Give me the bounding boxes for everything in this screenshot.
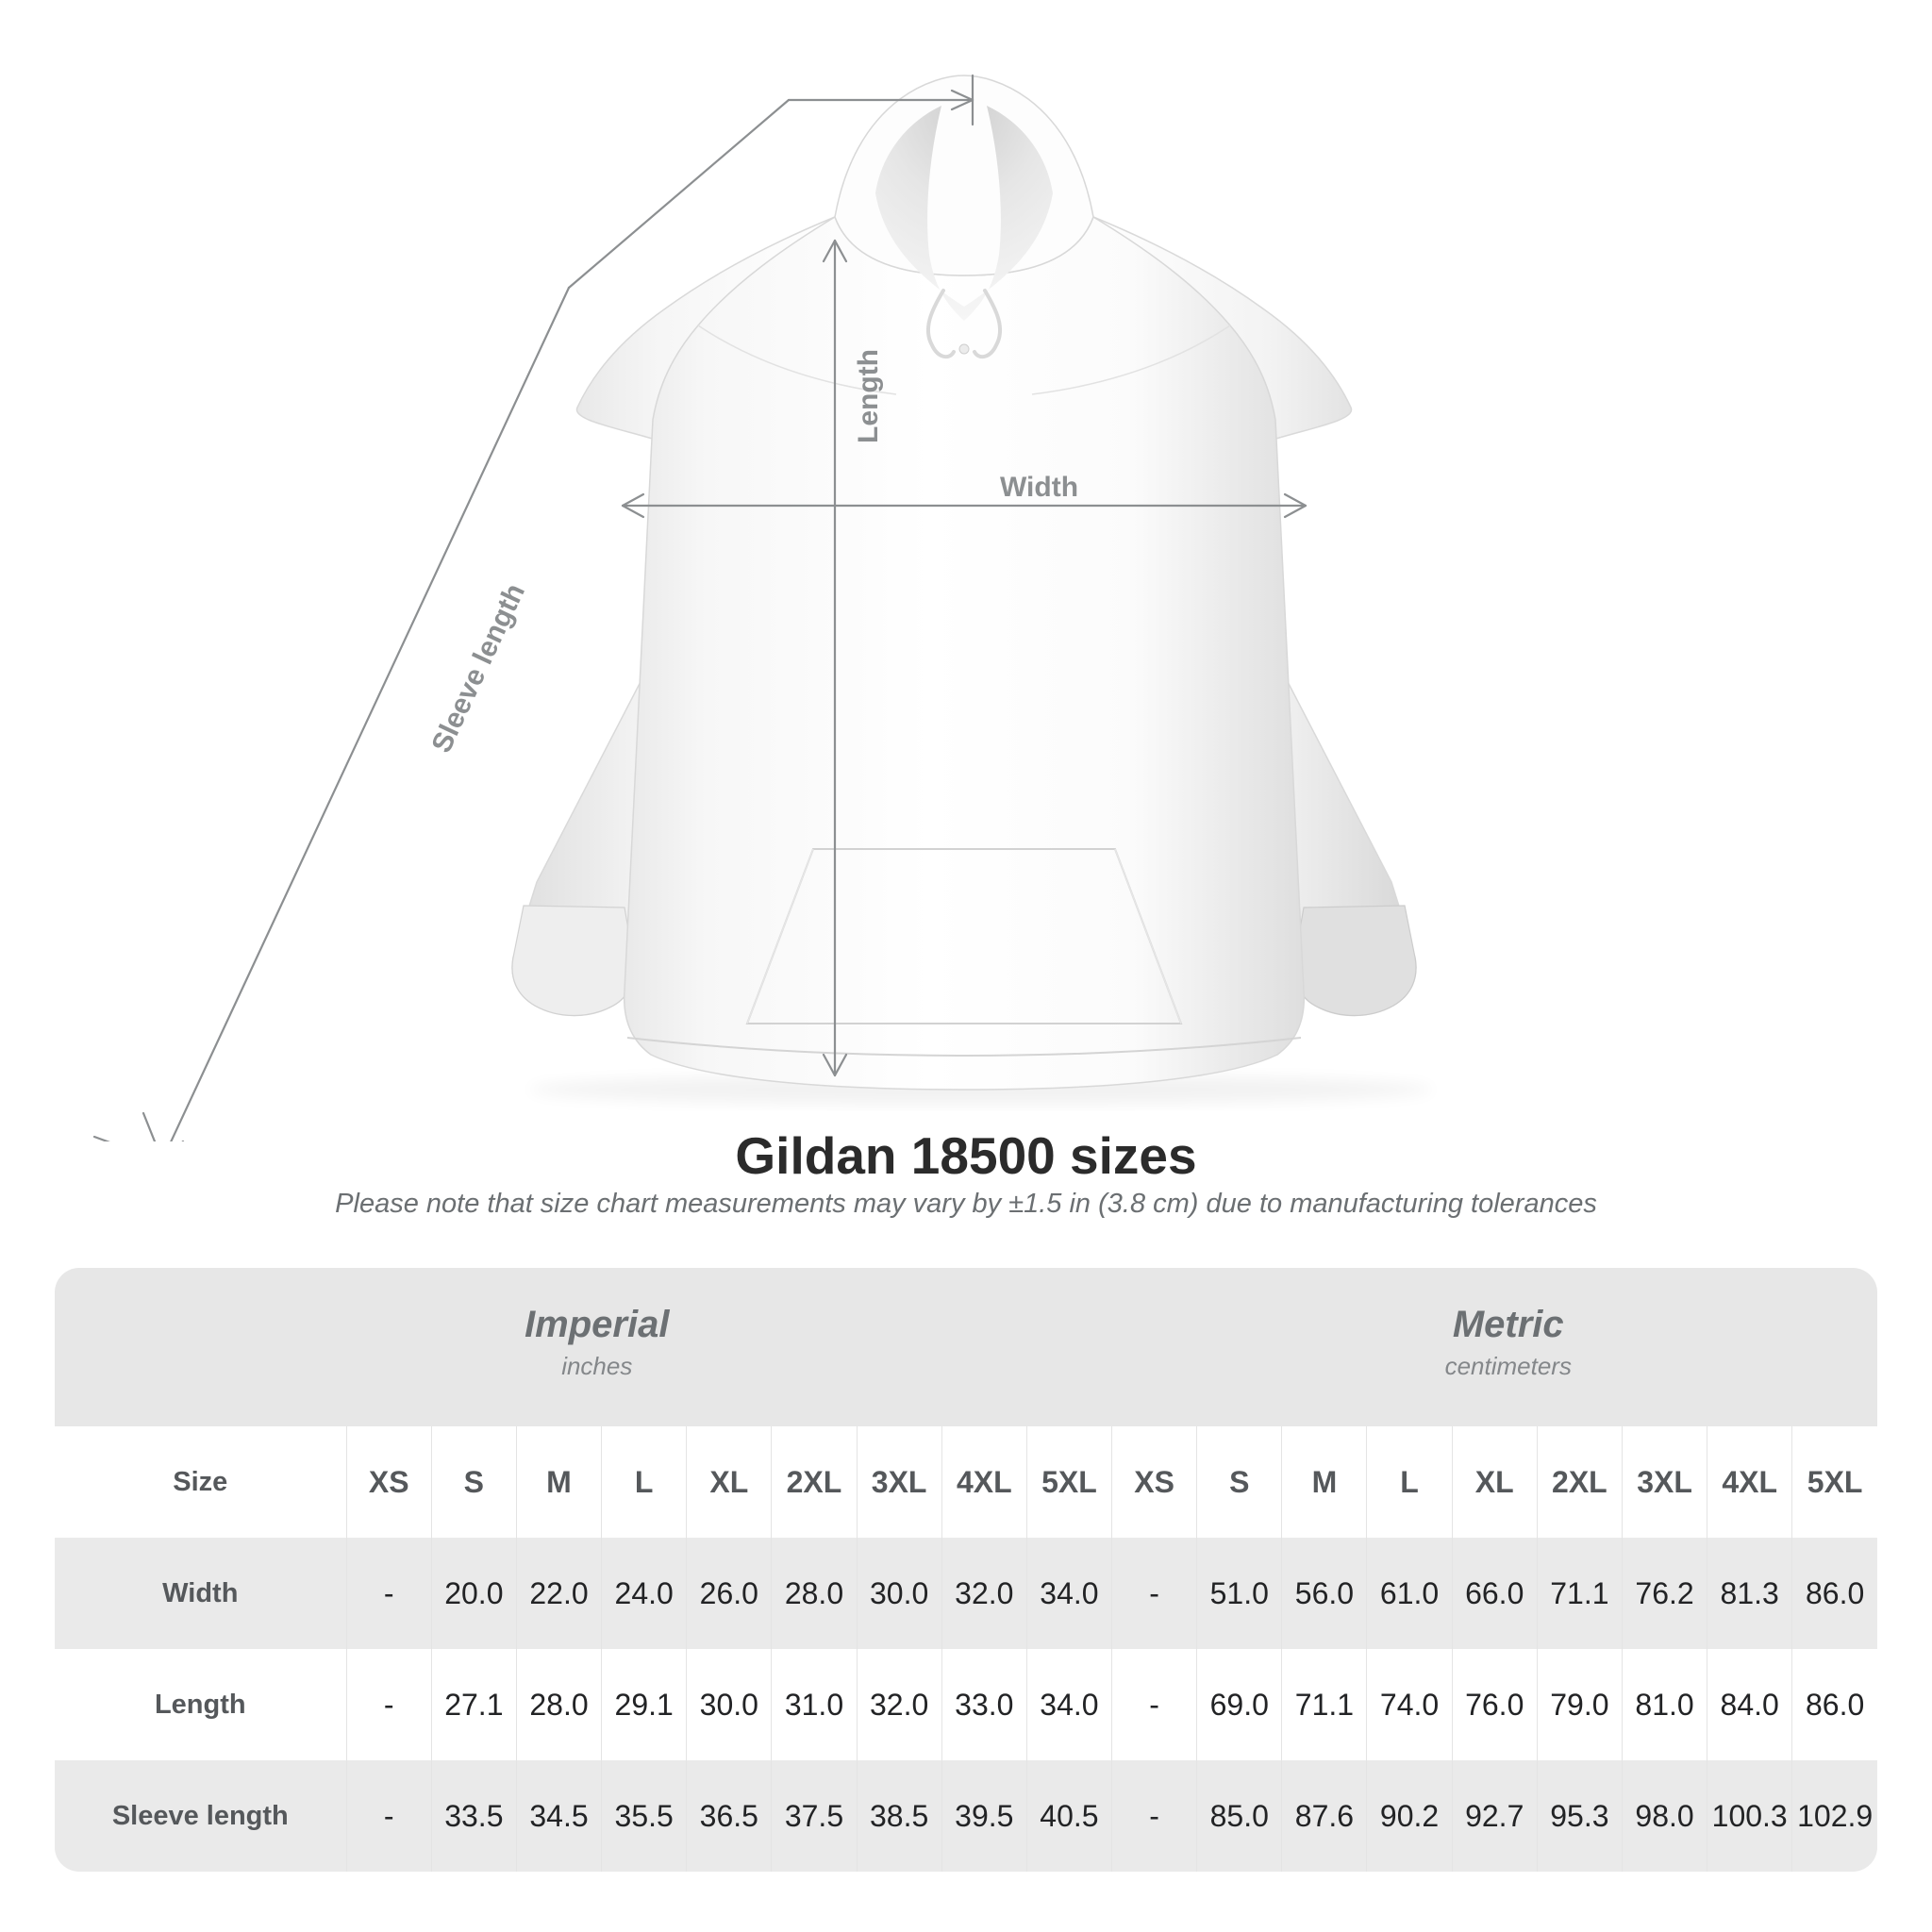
svg-text:Length: Length — [853, 349, 884, 443]
svg-text:Width: Width — [1000, 472, 1078, 503]
svg-text:Sleeve length: Sleeve length — [425, 579, 531, 758]
